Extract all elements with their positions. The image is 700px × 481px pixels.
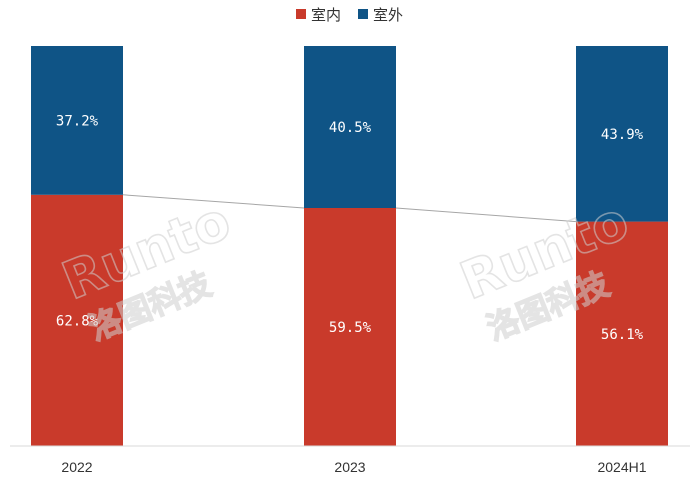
series-line (395, 207, 577, 223)
bar-segment-indoor-2023 (304, 208, 396, 446)
data-label-outdoor-2022: 37.2% (56, 113, 99, 129)
data-label-outdoor-2023: 40.5% (329, 120, 372, 136)
data-label-indoor-2022: 62.8% (56, 313, 99, 329)
data-labels: 62.8% 37.2% 59.5% 40.5% 56.1% 43.9% (56, 113, 644, 342)
bars (31, 46, 668, 446)
x-tick-label-2023: 2023 (334, 459, 365, 475)
data-label-indoor-2023: 59.5% (329, 320, 372, 336)
bar-segment-outdoor-2022 (31, 46, 123, 195)
data-label-indoor-2024H1: 56.1% (601, 327, 644, 343)
legend-swatch-outdoor (358, 9, 368, 19)
legend-label-outdoor: 室外 (373, 6, 403, 24)
series-lines (122, 194, 577, 223)
legend-label-indoor: 室内 (311, 6, 341, 24)
bar-segment-indoor-2022 (31, 194, 123, 446)
bar-segment-outdoor-2023 (304, 46, 396, 208)
data-label-outdoor-2024H1: 43.9% (601, 127, 644, 143)
x-axis-ticks: 2022 2023 2024H1 (61, 459, 646, 475)
x-tick-label-2024H1: 2024H1 (597, 459, 646, 475)
bar-segment-outdoor-2024H1 (576, 46, 668, 222)
legend-swatch-indoor (296, 9, 306, 19)
x-tick-label-2022: 2022 (61, 459, 92, 475)
legend: 室内 室外 (296, 6, 403, 24)
bar-segment-indoor-2024H1 (576, 221, 668, 446)
series-line (122, 194, 305, 209)
